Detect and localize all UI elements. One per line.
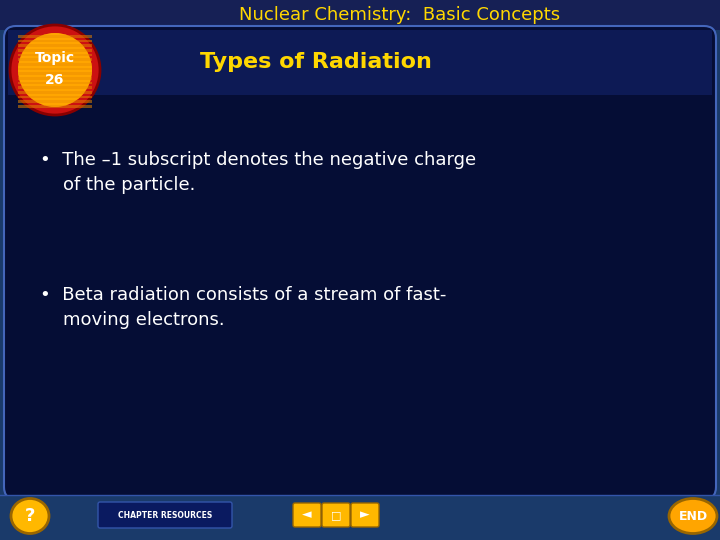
Text: ►: ►: [360, 509, 370, 522]
FancyBboxPatch shape: [351, 503, 379, 527]
Bar: [18, 53, 92, 57]
Text: Topic: Topic: [35, 51, 75, 65]
Bar: [18, 96, 92, 98]
Ellipse shape: [10, 25, 100, 115]
FancyBboxPatch shape: [293, 503, 321, 527]
Bar: [18, 82, 92, 84]
Text: Types of Radiation: Types of Radiation: [200, 52, 432, 72]
Text: □: □: [330, 510, 341, 520]
Bar: [8, 30, 712, 95]
Bar: [18, 44, 92, 47]
Bar: [18, 86, 92, 89]
Text: of the particle.: of the particle.: [40, 176, 195, 194]
Text: moving electrons.: moving electrons.: [40, 311, 225, 329]
Ellipse shape: [18, 33, 92, 107]
Bar: [0, 0, 720, 30]
Bar: [18, 35, 92, 38]
Bar: [18, 68, 92, 70]
Bar: [18, 58, 92, 61]
Text: END: END: [678, 510, 708, 523]
Ellipse shape: [18, 33, 92, 107]
Bar: [18, 77, 92, 80]
Text: ◄: ◄: [302, 509, 312, 522]
Text: •  The –1 subscript denotes the negative charge: • The –1 subscript denotes the negative …: [40, 151, 476, 169]
Bar: [18, 91, 92, 94]
Bar: [18, 49, 92, 52]
FancyBboxPatch shape: [322, 503, 350, 527]
Text: 26: 26: [45, 73, 65, 87]
Ellipse shape: [11, 498, 49, 534]
Text: ?: ?: [24, 507, 35, 525]
FancyBboxPatch shape: [98, 502, 232, 528]
Text: •  Beta radiation consists of a stream of fast-: • Beta radiation consists of a stream of…: [40, 286, 446, 304]
Ellipse shape: [669, 498, 717, 534]
Text: Nuclear Chemistry:  Basic Concepts: Nuclear Chemistry: Basic Concepts: [240, 6, 561, 24]
FancyBboxPatch shape: [4, 26, 716, 499]
Bar: [18, 105, 92, 108]
Text: CHAPTER RESOURCES: CHAPTER RESOURCES: [118, 510, 212, 519]
Bar: [0, 495, 720, 540]
Bar: [18, 39, 92, 43]
Bar: [18, 72, 92, 75]
Bar: [18, 100, 92, 103]
Bar: [18, 63, 92, 66]
